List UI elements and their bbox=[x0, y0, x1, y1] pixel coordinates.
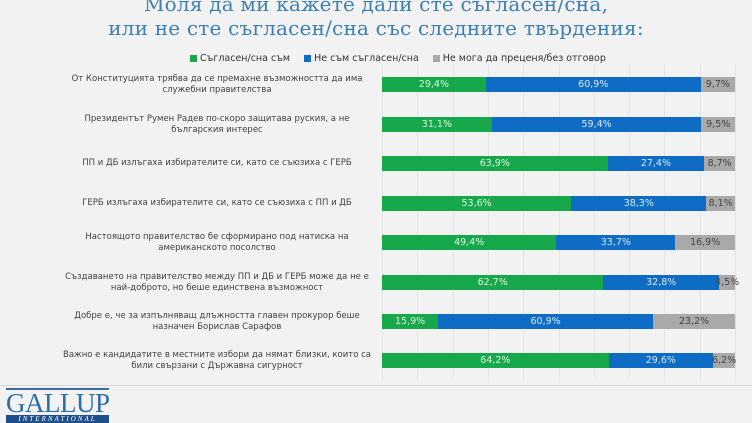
legend-item-disagree: Не съм съгласен/сна bbox=[304, 53, 419, 64]
bar-segment-disagree: 33,7% bbox=[556, 235, 676, 250]
bar-segment-agree: 31,1% bbox=[382, 117, 492, 132]
title-line-2: или не сте съгласен/сна със следните твъ… bbox=[108, 16, 644, 40]
gridline bbox=[452, 64, 454, 380]
stacked-bar: 62,7% 32,8% 4,5% bbox=[382, 275, 740, 290]
gridline bbox=[629, 64, 631, 380]
gridline bbox=[487, 64, 489, 380]
category-label: ГЕРБ излъгаха избирателите си, като се с… bbox=[82, 198, 352, 208]
bar-segment-no-answer: 9,5% bbox=[701, 117, 735, 132]
gridline bbox=[382, 64, 383, 380]
bar-segment-agree: 53,6% bbox=[382, 196, 572, 211]
category-label: ПП и ДБ излъгаха избирателите си, като с… bbox=[82, 158, 352, 168]
bar-segment-disagree: 32,8% bbox=[603, 275, 720, 290]
footer-divider bbox=[0, 385, 752, 386]
legend-swatch-agree bbox=[190, 55, 197, 62]
logo-subtitle: INTERNATIONAL bbox=[6, 415, 109, 423]
bar-segment-no-answer: 23,2% bbox=[653, 314, 735, 329]
gridline bbox=[699, 64, 701, 380]
bar-segment-no-answer: 6,2% bbox=[711, 353, 737, 368]
legend: Съгласен/сна съм Не съм съгласен/сна Не … bbox=[190, 53, 606, 64]
bar-segment-disagree: 38,3% bbox=[571, 196, 707, 211]
bar-segment-no-answer: 4,5% bbox=[714, 275, 740, 290]
category-label: От Конституцията трябва да се премахне в… bbox=[71, 73, 363, 95]
bar-segment-no-answer: 9,7% bbox=[700, 77, 735, 92]
bar-segment-no-answer: 8,1% bbox=[706, 196, 735, 211]
gridline bbox=[664, 64, 666, 380]
bar-segment-disagree: 60,9% bbox=[485, 77, 701, 92]
bar-segment-disagree: 59,4% bbox=[491, 117, 702, 132]
chart-title: Моля да ми кажете дали сте съгласен/сна,… bbox=[0, 0, 752, 40]
plot-area: От Конституцията трябва да се премахне в… bbox=[63, 64, 740, 380]
title-line-1: Моля да ми кажете дали сте съгласен/сна, bbox=[144, 0, 608, 16]
stacked-bar: 31,1% 59,4% 9,5% bbox=[382, 117, 735, 132]
bar-segment-agree: 63,9% bbox=[382, 156, 608, 171]
category-label: Добре е, че за изпълняващ длъжността гла… bbox=[74, 310, 360, 332]
stacked-bar: 53,6% 38,3% 8,1% bbox=[382, 196, 735, 211]
gridline bbox=[523, 64, 525, 380]
stacked-bar: 29,4% 60,9% 9,7% bbox=[382, 77, 735, 92]
bar-segment-agree: 64,2% bbox=[382, 353, 609, 368]
legend-swatch-no-answer bbox=[432, 55, 440, 62]
stacked-bar: 15,9% 60,9% 23,2% bbox=[382, 314, 735, 329]
stacked-bar: 49,4% 33,7% 16,9% bbox=[382, 235, 735, 250]
bar-segment-no-answer: 16,9% bbox=[675, 235, 735, 250]
gridline bbox=[417, 64, 419, 380]
logo-rule bbox=[6, 388, 109, 390]
category-label: Президентът Румен Радев по-скоро защитав… bbox=[84, 113, 350, 135]
gridline bbox=[558, 64, 560, 380]
bar-segment-disagree: 27,4% bbox=[607, 156, 705, 171]
category-label: Важно е кандидатите в местните избори да… bbox=[63, 349, 371, 371]
bar-segment-no-answer: 8,7% bbox=[704, 156, 735, 171]
legend-label-disagree: Не съм съгласен/сна bbox=[314, 53, 419, 64]
legend-item-agree: Съгласен/сна съм bbox=[190, 53, 290, 64]
legend-label-agree: Съгласен/сна съм bbox=[200, 53, 291, 64]
bar-segment-agree: 29,4% bbox=[382, 77, 486, 92]
gridline bbox=[593, 64, 595, 380]
gallup-logo: GALLUP INTERNATIONAL bbox=[6, 388, 110, 423]
category-label: Настоящото правителство бе сформирано по… bbox=[85, 231, 349, 253]
bar-segment-agree: 62,7% bbox=[382, 275, 604, 290]
legend-label-no-answer: Не мога да преценя/без отговор bbox=[442, 53, 606, 64]
legend-swatch-disagree bbox=[304, 55, 312, 62]
stacked-bar: 64,2% 29,6% 6,2% bbox=[382, 353, 737, 368]
bar-segment-disagree: 60,9% bbox=[438, 314, 654, 329]
bar-segment-agree: 15,9% bbox=[382, 314, 439, 329]
bar-segment-agree: 49,4% bbox=[382, 235, 557, 250]
logo-wordmark: GALLUP bbox=[6, 388, 110, 418]
stacked-bar: 63,9% 27,4% 8,7% bbox=[382, 156, 735, 171]
bar-segment-disagree: 29,6% bbox=[608, 353, 714, 368]
gridline bbox=[735, 64, 736, 380]
legend-item-no-answer: Не мога да преценя/без отговор bbox=[432, 53, 606, 64]
category-label: Създаването на правителство между ПП и Д… bbox=[65, 271, 369, 293]
